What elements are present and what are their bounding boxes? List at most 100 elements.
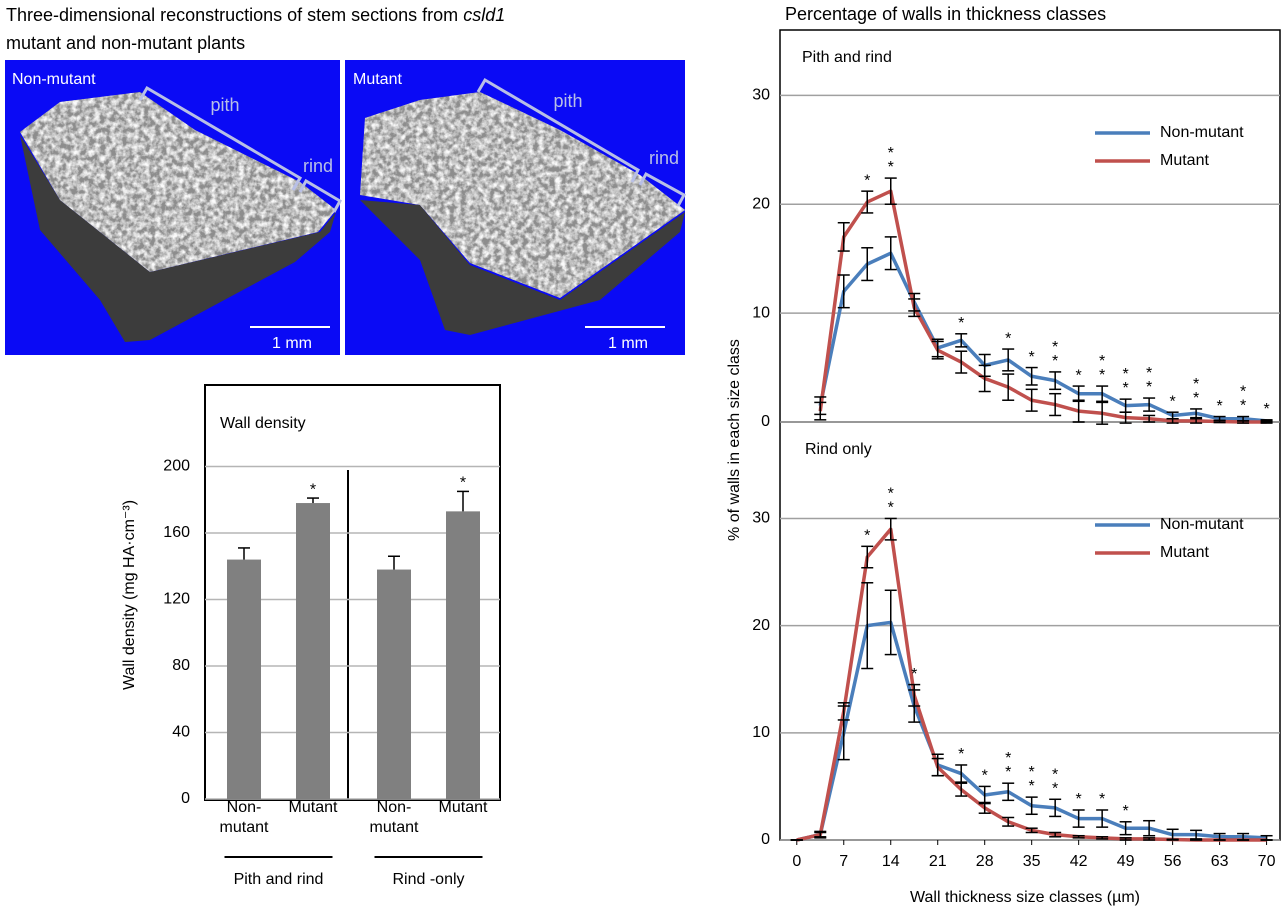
- y-tick-label: 160: [163, 524, 190, 541]
- x-tick-label: mutant: [370, 819, 419, 836]
- y-tick-label: 30: [752, 87, 770, 104]
- x-tick-label: 42: [1070, 853, 1088, 870]
- significance-char: *: [1146, 365, 1152, 382]
- y-tick-label: 40: [172, 724, 190, 741]
- significance-char: *: [1052, 353, 1058, 370]
- pith-bracket: [476, 77, 640, 183]
- x-tick-label: Mutant: [439, 799, 488, 816]
- x-tick-label: 35: [1023, 853, 1041, 870]
- significance-label: *: [864, 172, 870, 189]
- y-tick-label: 20: [752, 195, 770, 212]
- significance-char: *: [1029, 778, 1035, 795]
- specimen-side: [20, 135, 336, 342]
- y-tick-label: 20: [752, 617, 770, 634]
- significance-char: *: [888, 145, 894, 162]
- significance-label: *: [1076, 367, 1082, 384]
- rind-bracket: [638, 171, 687, 207]
- specimen-top: [360, 92, 685, 298]
- x-tick-label: Mutant: [289, 799, 338, 816]
- x-tick-label: 0: [792, 853, 801, 870]
- rind-bracket: [298, 178, 343, 213]
- y-axis-label: Wall density (mg HA·cm⁻³): [121, 500, 138, 690]
- significance-label: *: [1076, 791, 1082, 808]
- y-tick-label: 80: [172, 657, 190, 674]
- significance-char: *: [1052, 339, 1058, 356]
- significance-char: *: [1193, 390, 1199, 407]
- significance-char: *: [1005, 750, 1011, 767]
- x-tick-label: 56: [1164, 853, 1182, 870]
- title-gene: csld1: [463, 5, 505, 25]
- significance-label: *: [1005, 330, 1011, 347]
- significance-label: * *: [1052, 339, 1058, 370]
- figure-title-line2: mutant and non-mutant plants: [6, 33, 245, 53]
- significance-label: *: [911, 666, 917, 683]
- significance-label: * *: [888, 145, 894, 176]
- significance-char: *: [1123, 366, 1129, 383]
- bar: [377, 569, 411, 799]
- group-label: Rind -only: [392, 871, 464, 888]
- chart-title: Percentage of walls in thickness classes: [785, 4, 1106, 24]
- significance-label: * *: [1123, 366, 1129, 397]
- significance-label: *: [982, 768, 988, 785]
- significance-char: *: [888, 486, 894, 503]
- series-line: [818, 251, 1267, 423]
- significance-char: *: [1193, 376, 1199, 393]
- y-tick-label: 120: [163, 591, 190, 608]
- significance-char: *: [1005, 764, 1011, 781]
- significance-char: *: [1240, 384, 1246, 401]
- scale-bar-label: 1 mm: [272, 335, 312, 352]
- specimen-side: [360, 200, 685, 335]
- legend-label: Non-mutant: [1160, 516, 1244, 533]
- legend-label: Mutant: [1160, 152, 1209, 169]
- significance-char: *: [1240, 398, 1246, 415]
- y-tick-label: 0: [761, 831, 770, 848]
- bar: [296, 503, 330, 799]
- x-tick-label: 63: [1211, 853, 1229, 870]
- y-tick-label: 0: [761, 413, 770, 430]
- significance-label: * *: [1052, 766, 1058, 797]
- series-line: [818, 189, 1267, 424]
- significance-label: * *: [1193, 376, 1199, 407]
- legend-label: Non-mutant: [1160, 124, 1244, 141]
- significance-char: *: [1146, 379, 1152, 396]
- x-axis-label: Wall thickness size classes (µm): [910, 889, 1140, 906]
- specimen-top: [20, 92, 336, 272]
- y-tick-label: 0: [181, 790, 190, 807]
- significance-label: *: [958, 746, 964, 763]
- x-tick-label: mutant: [220, 819, 269, 836]
- significance-label: * *: [1240, 384, 1246, 415]
- significance-label: *: [1099, 791, 1105, 808]
- x-tick-label: 70: [1258, 853, 1276, 870]
- significance-label: *: [460, 475, 466, 492]
- y-tick-label: 10: [752, 304, 770, 321]
- significance-label: *: [1263, 401, 1269, 418]
- group-label: Pith and rind: [234, 871, 324, 888]
- y-axis-label: % of walls in each size class: [726, 339, 743, 541]
- x-tick-label: 7: [839, 853, 848, 870]
- significance-label: *: [1216, 398, 1222, 415]
- image-label: Mutant: [353, 71, 402, 88]
- x-tick-label: 21: [929, 853, 947, 870]
- y-tick-label: 30: [752, 510, 770, 527]
- significance-char: *: [1052, 766, 1058, 783]
- title-part: Three-dimensional reconstructions of ste…: [6, 5, 458, 25]
- legend-label: Mutant: [1160, 544, 1209, 561]
- image-label: Non-mutant: [12, 71, 96, 88]
- x-tick-label: Non-: [227, 799, 262, 816]
- panel-title: Pith and rind: [802, 49, 892, 66]
- significance-label: *: [310, 481, 316, 498]
- significance-label: *: [1123, 803, 1129, 820]
- significance-label: * *: [1005, 750, 1011, 781]
- significance-label: *: [958, 315, 964, 332]
- significance-char: *: [888, 500, 894, 517]
- pith-label: pith: [553, 91, 582, 111]
- significance-char: *: [1052, 780, 1058, 797]
- significance-label: *: [864, 528, 870, 545]
- image-panel: pith rind Mutant 1 mm: [345, 60, 687, 355]
- bar: [446, 511, 480, 799]
- significance-char: *: [1099, 367, 1105, 384]
- x-tick-label: 28: [976, 853, 994, 870]
- x-tick-label: 14: [882, 853, 900, 870]
